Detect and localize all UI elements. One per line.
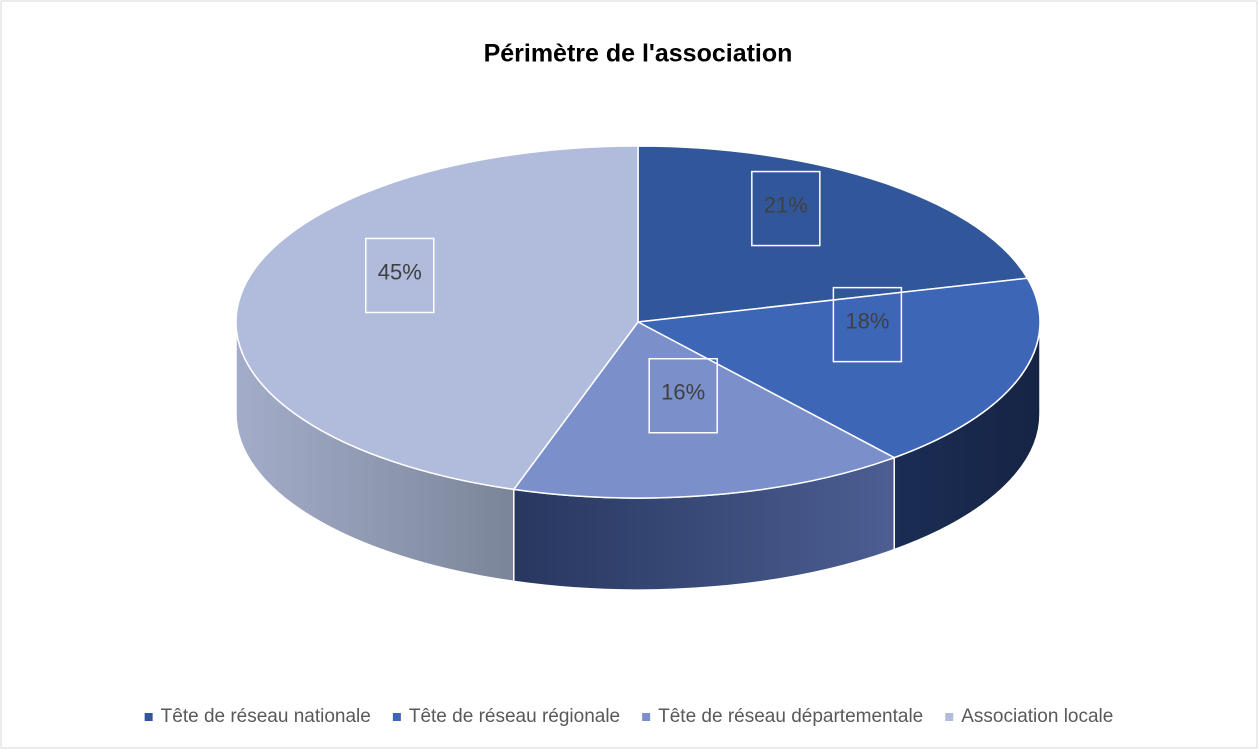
data-label: 45% <box>378 259 422 284</box>
data-label-box <box>832 286 903 363</box>
data-label: 16% <box>661 380 705 405</box>
legend-label: Tête de réseau départementale <box>658 706 923 727</box>
data-label-box <box>648 357 718 434</box>
slice <box>635 277 1041 459</box>
chart-title: Périmètre de l'association <box>484 40 793 68</box>
legend: Tête de réseau nationale Tête de réseau r… <box>144 706 1113 727</box>
legend-label: Tête de réseau nationale <box>161 706 371 727</box>
data-labels: 21% 18% 16% 45% <box>365 170 903 434</box>
legend-marker <box>945 713 954 721</box>
slice <box>637 145 1029 323</box>
data-label-box <box>751 170 821 247</box>
legend-marker <box>392 713 401 721</box>
data-label: 18% <box>845 308 889 333</box>
data-label-box <box>365 237 435 314</box>
legend-label: Tête de réseau régionale <box>409 706 620 727</box>
pie-tops <box>235 145 1041 499</box>
legend-marker <box>642 713 651 721</box>
legend-label: Association locale <box>961 706 1113 727</box>
slice <box>512 321 897 499</box>
legend-marker <box>144 713 153 721</box>
slice <box>235 145 639 491</box>
data-label: 21% <box>764 192 808 217</box>
